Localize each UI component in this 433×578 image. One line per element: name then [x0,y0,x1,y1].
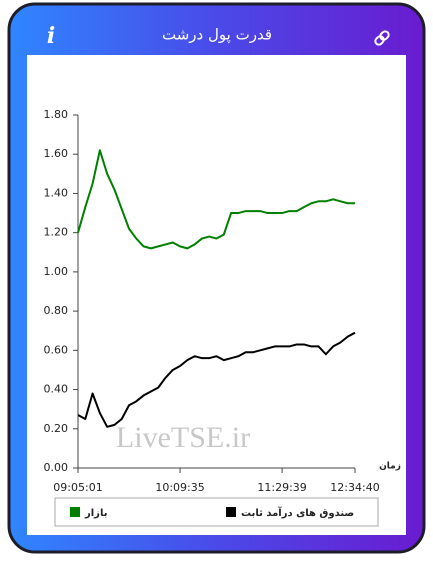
legend-label: صندوق های درآمد ثابت [241,506,354,519]
y-tick-label: 0.80 [44,304,69,317]
x-tick-label: 11:29:39 [257,481,306,494]
title: قدرت پول درشت [162,26,272,45]
series-line [77,149,355,250]
plot: 0.00 0.20 0.40 0.60 0.80 1.00 1.20 1.40 1.60 1.80… [44,108,401,527]
legend-swatch [70,507,80,517]
x-tick-label: 10:09:35 [155,481,204,494]
y-tick-label: 0.20 [44,422,69,435]
y-tick-label: 1.40 [44,186,69,199]
legend-box [54,497,379,527]
legend-label: بازار [84,508,107,519]
y-tick-label: 0.60 [44,343,69,356]
watermark: LiveTSE.ir [116,421,250,454]
y-tick-label: 0.40 [44,383,69,396]
y-tick-label: 1.20 [44,226,69,239]
y-tick-label: 1.80 [44,108,69,121]
link-button[interactable] [374,30,390,46]
y-tick-label: 0.00 [44,461,69,474]
legend-swatch [226,507,236,517]
chart-panel [27,55,406,535]
x-tick-label: 12:34:40 [330,481,379,494]
series-line [77,331,356,428]
info-button[interactable]: i [47,23,55,49]
x-tick-label: 09:05:01 [53,481,102,494]
y-tick-label: 1.00 [44,265,69,278]
x-axis-label: زمان [379,462,401,472]
y-tick-label: 1.60 [44,147,69,160]
